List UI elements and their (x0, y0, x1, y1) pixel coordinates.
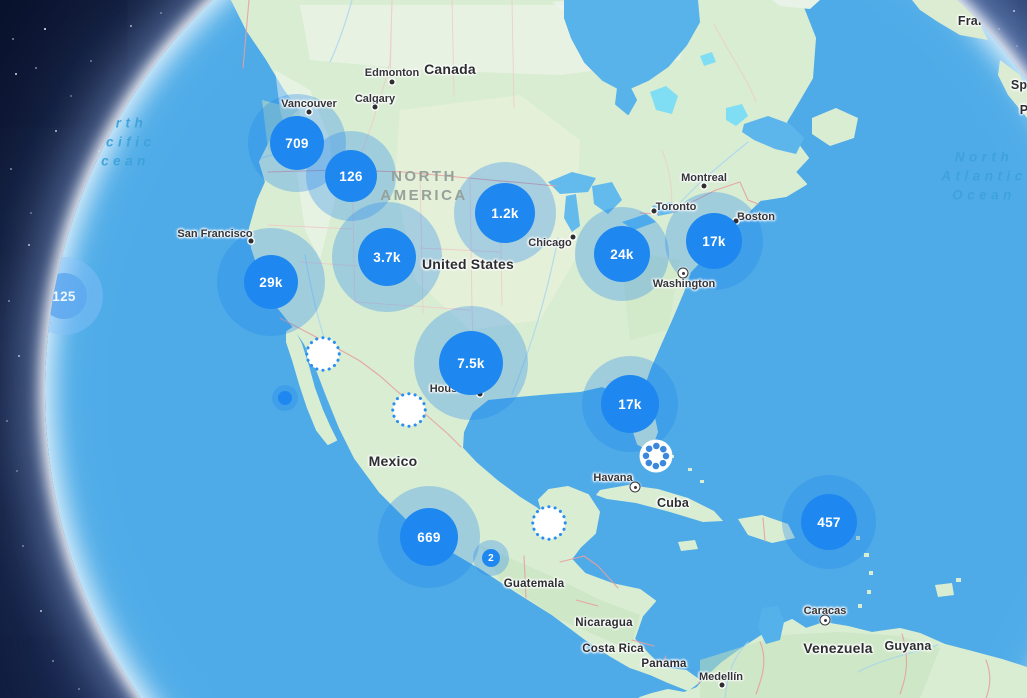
cluster-marker[interactable]: 1.2k (475, 183, 535, 243)
dotted-cluster-marker[interactable]: 4 (528, 502, 570, 544)
cluster-count: 3.7k (373, 249, 401, 265)
cluster-marker[interactable]: 2 (482, 549, 500, 567)
cluster-marker[interactable]: 3.7k (358, 228, 416, 286)
cluster-marker[interactable]: 17k (686, 213, 742, 269)
cluster-marker[interactable]: 669 (400, 508, 458, 566)
starfield-bright (0, 0, 2, 2)
cluster-marker[interactable] (278, 391, 292, 405)
cluster-count: 29k (259, 274, 283, 290)
cluster-count: 669 (417, 529, 441, 545)
dotted-ring-icon (305, 336, 341, 372)
spinner-icon (639, 439, 673, 473)
cluster-marker-layer: 709 126 1.2k 3.7k 29k 24k 17k 7.5k 17k 669 457 125 2… (45, 0, 1027, 698)
cluster-count: 126 (339, 168, 363, 184)
map-canvas[interactable]: NORTH AMERICA North Pacific Ocean North A… (45, 0, 1027, 698)
cluster-count: 17k (702, 233, 726, 249)
loading-spinner-marker[interactable] (636, 436, 676, 476)
cluster-count: 7.5k (457, 355, 485, 371)
cluster-marker[interactable]: 29k (244, 255, 298, 309)
cluster-count: 125 (52, 288, 76, 304)
cluster-count: 1.2k (491, 205, 519, 221)
cluster-count: 2 (488, 552, 494, 564)
dotted-ring-icon (391, 392, 427, 428)
cluster-marker[interactable]: 126 (325, 150, 377, 202)
cluster-marker[interactable]: 7.5k (439, 331, 503, 395)
cluster-count: 24k (610, 246, 634, 262)
cluster-count: 709 (285, 135, 309, 151)
cluster-marker[interactable]: 125 (45, 273, 87, 319)
dotted-ring-icon (531, 505, 567, 541)
cluster-marker[interactable]: 24k (594, 226, 650, 282)
cluster-marker[interactable]: 17k (601, 375, 659, 433)
dotted-cluster-marker[interactable]: 6 (302, 333, 344, 375)
cluster-count: 457 (817, 514, 841, 530)
cluster-marker[interactable]: 709 (270, 116, 324, 170)
cluster-count: 17k (618, 396, 642, 412)
globe-map[interactable]: NORTH AMERICA North Pacific Ocean North A… (45, 0, 1027, 698)
starfield-dim (0, 0, 2, 2)
dotted-cluster-marker[interactable]: 5 (388, 389, 430, 431)
cluster-marker[interactable]: 457 (801, 494, 857, 550)
